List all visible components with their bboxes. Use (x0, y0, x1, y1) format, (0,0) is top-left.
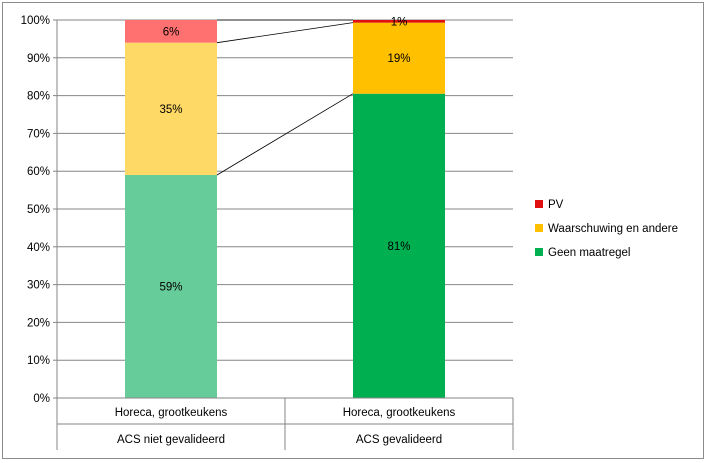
y-tick-label: 30% (27, 280, 50, 292)
legend-label: Waarschuwing en andere (548, 223, 678, 235)
bar-segment-geen-maatregel (353, 93, 445, 399)
bar-segment-waarschuwing-en-andere (125, 42, 217, 175)
bar-segment-pv (125, 20, 217, 43)
data-label: 6% (163, 26, 180, 38)
y-tick-label: 40% (27, 242, 50, 254)
y-tick-label: 70% (27, 128, 50, 140)
data-label: 1% (391, 16, 408, 28)
stacked-bar-chart: 0% 10% 20% 30% 40% 50% 60% 70% 80% 90% 100% 59% 35% 6… (21, 15, 678, 450)
legend-swatch (535, 224, 543, 232)
bar-segment-waarschuwing-en-andere (353, 22, 445, 94)
legend-label: Geen maatregel (548, 247, 630, 259)
bar-segment-pv (353, 20, 445, 23)
y-tick-label: 50% (27, 204, 50, 216)
data-label: 19% (387, 53, 410, 65)
y-tick-label: 10% (27, 355, 50, 367)
y-tick-label: 0% (33, 393, 50, 405)
legend-swatch (535, 248, 543, 256)
data-label: 81% (387, 241, 410, 253)
y-tick-label: 100% (21, 15, 50, 27)
category-label-primary: Horeca, grootkeukens (115, 407, 228, 419)
y-tick-label: 90% (27, 53, 50, 65)
y-tick-label: 60% (27, 166, 50, 178)
chart-frame: 0% 10% 20% 30% 40% 50% 60% 70% 80% 90% 100% 59% 35% 6… (2, 2, 704, 459)
series-line (216, 22, 354, 44)
y-tick-label: 20% (27, 317, 50, 329)
series-line (216, 93, 354, 176)
bar-segment-geen-maatregel (125, 174, 217, 398)
y-tick-label: 80% (27, 91, 50, 103)
category-label-secondary: ACS gevalideerd (356, 434, 442, 446)
category-label-primary: Horeca, grootkeukens (343, 407, 456, 419)
data-label: 35% (159, 104, 182, 116)
legend-label: PV (548, 199, 564, 211)
legend-swatch (535, 200, 543, 208)
category-label-secondary: ACS niet gevalideerd (117, 434, 225, 446)
data-label: 59% (159, 281, 182, 293)
